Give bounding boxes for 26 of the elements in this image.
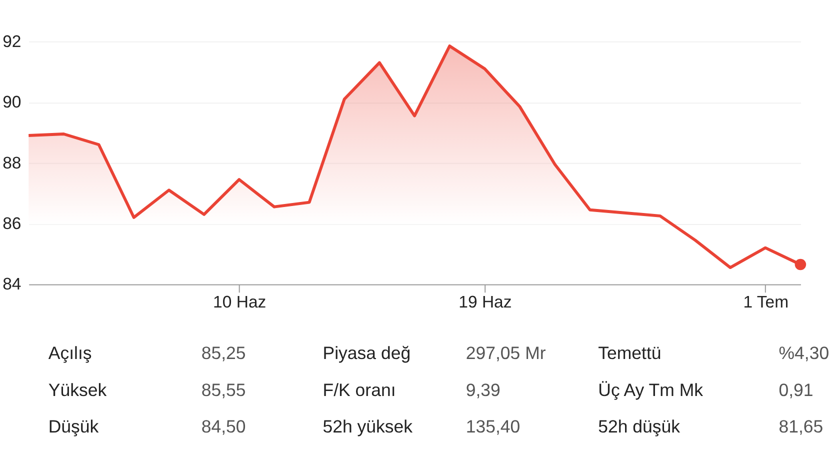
text: Açılış	[48, 343, 92, 364]
x-tick-label: 19 Haz	[458, 292, 512, 312]
text: F/K oranı	[322, 380, 396, 400]
text: Piyasa değ	[322, 343, 411, 364]
text: 297,05 Mr	[466, 343, 546, 364]
text: 84,50	[201, 416, 246, 436]
y-tick-label: 90	[2, 92, 22, 112]
text: Yüksek	[48, 380, 107, 400]
text: 52h yüksek	[322, 416, 413, 436]
y-tick-label: 84	[2, 274, 22, 294]
text: 0,91	[778, 380, 814, 400]
x-tick-label: 1 Tem	[743, 292, 789, 312]
x-tick-label: 10 Haz	[213, 292, 266, 312]
text: 85,55	[201, 380, 246, 400]
text: 135,40	[466, 416, 520, 436]
y-tick-label: 92	[2, 32, 22, 51]
text: 9,39	[466, 380, 501, 400]
text: %4,30	[778, 343, 830, 364]
text: Üç Ay Tm Mk	[598, 380, 704, 400]
text: Düşük	[48, 416, 99, 436]
text: 52h düşük	[598, 416, 680, 436]
y-tick-label: 86	[2, 214, 22, 233]
text: Temettü	[598, 343, 662, 364]
y-tick-label: 88	[2, 153, 22, 172]
text: 81,65	[778, 416, 824, 436]
text: 85,25	[201, 343, 246, 364]
